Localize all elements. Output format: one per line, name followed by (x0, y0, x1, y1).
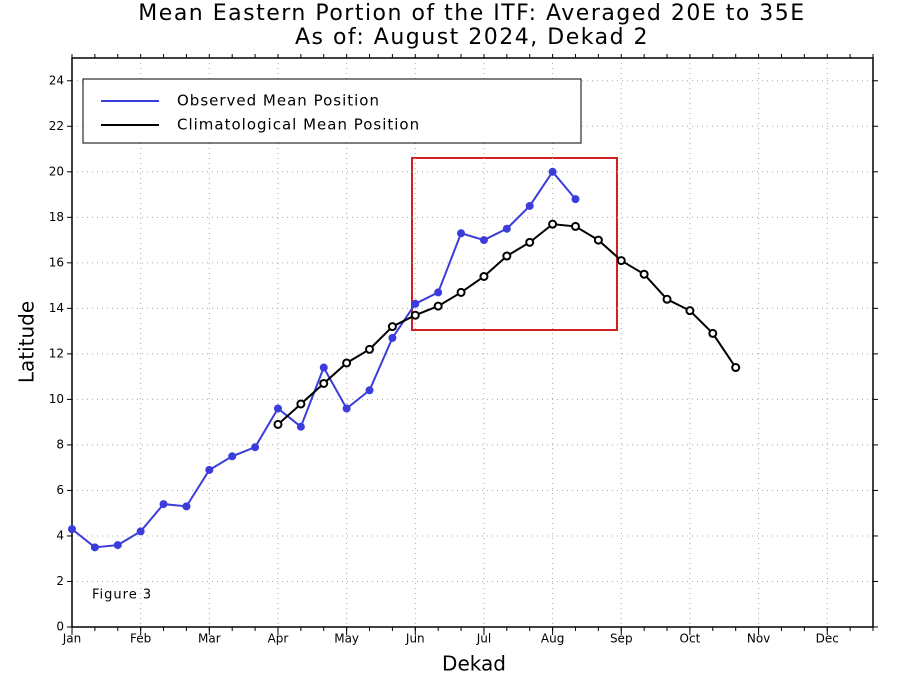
point (639, 269, 649, 279)
point (456, 287, 466, 297)
point (273, 419, 283, 429)
point (90, 543, 99, 552)
y-tick-label: 0 (56, 620, 64, 634)
point (342, 358, 352, 368)
point (434, 288, 443, 297)
point (159, 500, 168, 509)
y-tick-label: 16 (49, 255, 64, 269)
y-tick-label: 4 (56, 528, 64, 542)
y-tick-label: 20 (49, 164, 64, 178)
point (68, 525, 76, 534)
point (387, 322, 397, 332)
y-tick-label: 22 (49, 119, 64, 133)
x-tick-label: Sep (610, 632, 633, 646)
point (685, 306, 695, 316)
x-tick-label: Oct (680, 632, 701, 646)
point (479, 271, 489, 281)
x-axis-label: Dekad (442, 652, 506, 676)
point (410, 310, 420, 320)
point (662, 294, 672, 304)
y-tick-label: 12 (49, 346, 64, 360)
y-tick-label: 8 (56, 437, 64, 451)
point (365, 386, 374, 395)
point (708, 328, 718, 338)
legend-label: Climatological Mean Position (177, 116, 420, 134)
point (136, 527, 145, 536)
point (457, 229, 466, 238)
point (228, 452, 237, 461)
point (273, 404, 282, 413)
point (433, 301, 443, 311)
plot-frame (71, 57, 874, 628)
x-tick-label: Mar (198, 632, 221, 646)
x-tick-label: May (334, 632, 359, 646)
point (502, 251, 512, 261)
point (365, 344, 375, 354)
x-tick-label: Feb (130, 632, 151, 646)
x-tick-label: Nov (747, 632, 770, 646)
y-tick-label: 18 (49, 210, 64, 224)
x-tick-label: Jul (476, 632, 491, 646)
y-axis-label: Latitude (15, 301, 39, 383)
x-tick-label: Dec (816, 632, 839, 646)
y-tick-label: 10 (49, 392, 64, 406)
point (205, 465, 214, 474)
point (479, 236, 488, 245)
point (570, 221, 580, 231)
point (411, 299, 420, 308)
x-tick-label: Jan (62, 632, 82, 646)
chart-title: Mean Eastern Portion of the ITF: Average… (138, 1, 805, 26)
point (296, 399, 306, 409)
point (502, 224, 511, 233)
point (616, 256, 626, 266)
point (525, 237, 535, 247)
figure-label: Figure 3 (92, 588, 152, 603)
point (296, 422, 305, 431)
point (113, 541, 122, 550)
point (182, 502, 191, 511)
x-tick-label: Jun (405, 632, 425, 646)
point (319, 363, 328, 372)
point (571, 195, 580, 204)
y-tick-label: 2 (56, 574, 64, 588)
point (593, 235, 603, 245)
point (731, 363, 741, 373)
series-line (71, 170, 577, 549)
point (525, 201, 534, 210)
x-tick-label: Aug (541, 632, 564, 646)
highlight-box (411, 157, 618, 331)
chart-subtitle: As of: August 2024, Dekad 2 (295, 25, 649, 50)
y-tick-label: 6 (56, 483, 64, 497)
x-tick-label: Apr (268, 632, 289, 646)
point (251, 443, 260, 452)
point (548, 167, 557, 176)
legend-box (82, 78, 582, 144)
point (388, 333, 397, 342)
y-tick-label: 24 (49, 73, 64, 87)
point (319, 378, 329, 388)
legend-label: Observed Mean Position (177, 92, 380, 110)
y-tick-label: 14 (49, 301, 64, 315)
point (342, 404, 351, 413)
point (548, 219, 558, 229)
